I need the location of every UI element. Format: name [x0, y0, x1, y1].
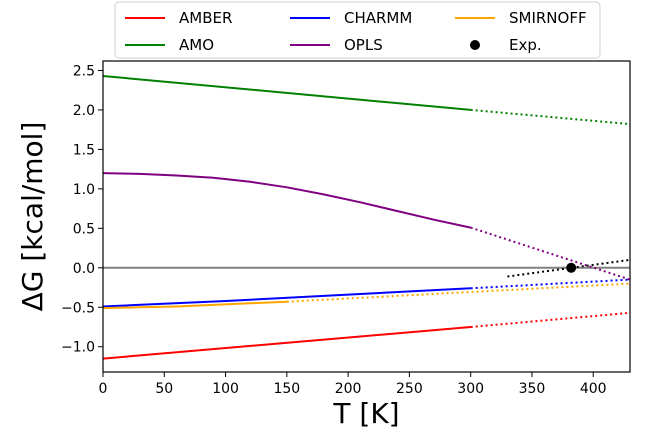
- series-exp-point: [566, 262, 577, 273]
- legend-exp-label: Exp.: [509, 36, 542, 54]
- y-axis-title: ΔG [kcal/mol]: [16, 122, 49, 312]
- legend-exp-marker: [470, 40, 480, 50]
- series-charmm-dotted-line: [470, 278, 631, 290]
- x-tick-label: 200: [335, 381, 362, 397]
- x-axis-title: T [K]: [332, 397, 399, 430]
- legend-amo-label: AMO: [179, 36, 214, 54]
- series-opls-solid-line: [102, 172, 471, 229]
- y-tick-label: −1.0: [61, 340, 95, 356]
- y-tick-label: 2.5: [73, 63, 95, 79]
- y-tick-label: −0.5: [61, 300, 95, 316]
- y-tick-label: 1.5: [73, 142, 95, 158]
- y-tick-label: 0.5: [73, 221, 95, 237]
- series-amo-dotted-line: [470, 108, 631, 126]
- legend: AMBER AMO CHARMM OPLS SMIRNOFF Exp.: [114, 1, 601, 59]
- legend-charmm-label: CHARMM: [344, 9, 412, 27]
- x-tick-label: 250: [396, 381, 423, 397]
- legend-amber-label: AMBER: [179, 9, 232, 27]
- series-amber-solid-line: [102, 326, 471, 360]
- series-opls-dotted-line: [470, 226, 631, 281]
- x-tick-label: 0: [99, 381, 108, 397]
- series-amber-dotted-line: [470, 311, 631, 328]
- x-tick-label: 400: [580, 381, 607, 397]
- x-tick-label: 100: [212, 381, 239, 397]
- y-tick-label: 0.0: [73, 261, 95, 277]
- series-smirnoff-solid-line: [102, 300, 287, 310]
- series-amo-solid-line: [102, 75, 471, 111]
- x-tick-label: 50: [155, 381, 173, 397]
- series-smirnoff-dotted-line: [286, 282, 631, 303]
- legend-smirnoff-label: SMIRNOFF: [509, 9, 587, 27]
- series-charmm-solid-line: [102, 287, 471, 308]
- plot-lines: [102, 75, 631, 360]
- plot-frame: [102, 60, 631, 373]
- legend-opls-label: OPLS: [344, 36, 383, 54]
- y-tick-label: 1.0: [73, 182, 95, 198]
- y-tick-label: 2.0: [73, 103, 95, 119]
- x-tick-label: 300: [457, 381, 484, 397]
- x-tick-label: 350: [519, 381, 546, 397]
- axis-ticks: 0 50 100 150 200 250 300 350 400 −1.0 −0.5 0.0 0.5 1.…: [61, 63, 607, 397]
- x-tick-label: 150: [273, 381, 300, 397]
